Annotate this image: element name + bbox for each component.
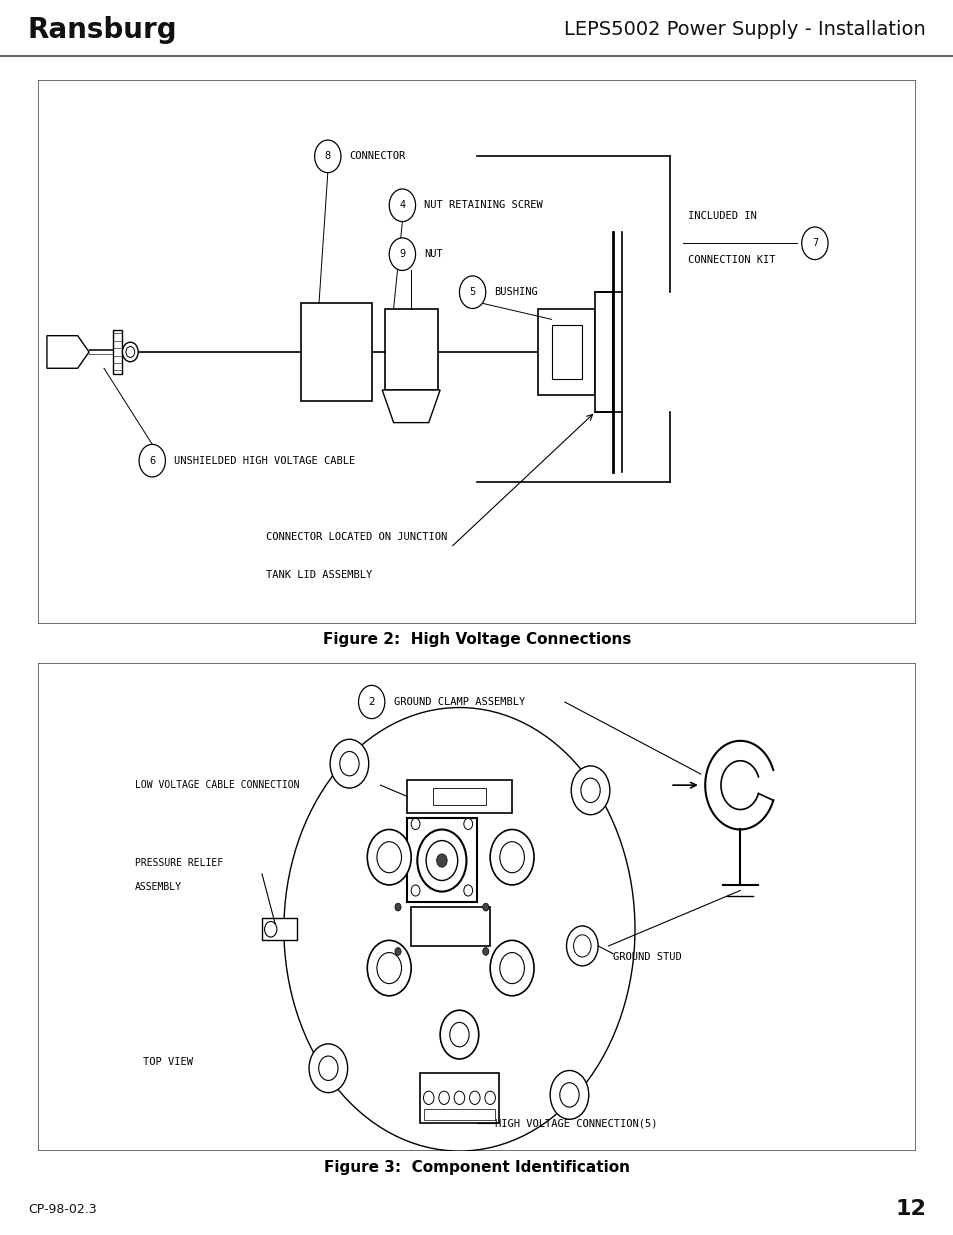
Circle shape xyxy=(571,766,609,815)
Bar xyxy=(433,788,485,805)
Text: 4: 4 xyxy=(399,200,405,210)
Text: 8: 8 xyxy=(324,152,331,162)
Text: LEPS5002 Power Supply - Installation: LEPS5002 Power Supply - Installation xyxy=(563,20,925,40)
Circle shape xyxy=(318,1056,337,1081)
Bar xyxy=(406,779,512,813)
Text: 5: 5 xyxy=(469,288,476,298)
Circle shape xyxy=(376,842,401,873)
Text: 9: 9 xyxy=(399,249,405,259)
Text: CONNECTOR: CONNECTOR xyxy=(350,152,406,162)
Circle shape xyxy=(482,903,488,911)
Bar xyxy=(411,906,490,946)
Text: UNSHIELDED HIGH VOLTAGE CABLE: UNSHIELDED HIGH VOLTAGE CABLE xyxy=(174,456,355,466)
Circle shape xyxy=(550,1071,588,1119)
Text: Figure 3:  Component Identification: Figure 3: Component Identification xyxy=(324,1160,629,1174)
Circle shape xyxy=(566,926,598,966)
Circle shape xyxy=(573,935,591,957)
Text: Figure 2:  High Voltage Connections: Figure 2: High Voltage Connections xyxy=(322,632,631,647)
Text: GROUND CLAMP ASSEMBLY: GROUND CLAMP ASSEMBLY xyxy=(394,697,524,706)
Bar xyxy=(301,303,372,401)
Circle shape xyxy=(411,819,419,830)
Circle shape xyxy=(330,740,369,788)
Ellipse shape xyxy=(284,708,635,1151)
Bar xyxy=(419,1073,498,1124)
Text: GROUND STUD: GROUND STUD xyxy=(613,952,681,962)
Circle shape xyxy=(426,841,457,881)
Ellipse shape xyxy=(293,719,625,1140)
Bar xyxy=(595,293,613,411)
Polygon shape xyxy=(112,330,121,374)
Circle shape xyxy=(126,347,134,357)
Text: 7: 7 xyxy=(811,238,817,248)
Circle shape xyxy=(367,830,411,885)
Circle shape xyxy=(389,238,416,270)
Polygon shape xyxy=(382,390,439,422)
Circle shape xyxy=(463,885,472,897)
Text: TOP VIEW: TOP VIEW xyxy=(143,1057,193,1067)
Circle shape xyxy=(416,830,466,892)
Circle shape xyxy=(264,921,276,937)
Bar xyxy=(551,325,581,379)
Circle shape xyxy=(439,1010,478,1058)
Circle shape xyxy=(449,1023,469,1047)
Circle shape xyxy=(358,685,384,719)
Circle shape xyxy=(309,1044,347,1093)
Circle shape xyxy=(499,842,524,873)
Text: CP-98-02.3: CP-98-02.3 xyxy=(28,1203,96,1215)
Text: NUT RETAINING SCREW: NUT RETAINING SCREW xyxy=(424,200,542,210)
Circle shape xyxy=(490,940,534,995)
Circle shape xyxy=(484,1092,495,1104)
Circle shape xyxy=(389,189,416,221)
Circle shape xyxy=(454,1092,464,1104)
Text: Ransburg: Ransburg xyxy=(28,16,177,43)
Text: PRESSURE RELIEF: PRESSURE RELIEF xyxy=(134,858,223,868)
Circle shape xyxy=(367,940,411,995)
Circle shape xyxy=(395,947,400,956)
Circle shape xyxy=(499,952,524,983)
Text: HIGH VOLTAGE CONNECTION(5): HIGH VOLTAGE CONNECTION(5) xyxy=(494,1119,657,1129)
Text: 12: 12 xyxy=(894,1199,925,1219)
Bar xyxy=(537,309,595,395)
Circle shape xyxy=(376,952,401,983)
Polygon shape xyxy=(47,336,89,368)
Circle shape xyxy=(469,1092,479,1104)
Circle shape xyxy=(490,830,534,885)
Bar xyxy=(262,918,296,940)
Circle shape xyxy=(314,140,340,173)
Ellipse shape xyxy=(310,741,608,1118)
Text: INCLUDED IN: INCLUDED IN xyxy=(687,211,756,221)
Circle shape xyxy=(411,885,419,897)
Bar xyxy=(406,819,476,902)
Bar xyxy=(424,1109,494,1120)
Circle shape xyxy=(395,903,400,911)
Circle shape xyxy=(559,1083,578,1107)
Circle shape xyxy=(438,1092,449,1104)
Bar xyxy=(384,309,437,390)
Text: 2: 2 xyxy=(368,697,375,706)
Text: CONNECTION KIT: CONNECTION KIT xyxy=(687,254,775,264)
Circle shape xyxy=(339,751,358,776)
Circle shape xyxy=(423,1092,434,1104)
Circle shape xyxy=(580,778,599,803)
Circle shape xyxy=(139,445,165,477)
Circle shape xyxy=(463,819,472,830)
Text: NUT: NUT xyxy=(424,249,442,259)
Text: BUSHING: BUSHING xyxy=(494,288,537,298)
Circle shape xyxy=(459,275,485,309)
Text: LOW VOLTAGE CABLE CONNECTION: LOW VOLTAGE CABLE CONNECTION xyxy=(134,781,299,790)
Text: ASSEMBLY: ASSEMBLY xyxy=(134,882,181,892)
Circle shape xyxy=(436,853,447,867)
Text: 6: 6 xyxy=(149,456,155,466)
Circle shape xyxy=(122,342,138,362)
Text: CONNECTOR LOCATED ON JUNCTION: CONNECTOR LOCATED ON JUNCTION xyxy=(266,532,447,542)
Circle shape xyxy=(482,947,488,956)
Circle shape xyxy=(801,227,827,259)
Text: TANK LID ASSEMBLY: TANK LID ASSEMBLY xyxy=(266,569,373,579)
